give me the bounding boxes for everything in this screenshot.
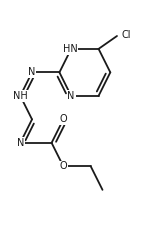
- Text: N: N: [67, 91, 75, 101]
- Text: HN: HN: [63, 44, 78, 54]
- Text: Cl: Cl: [121, 30, 131, 40]
- Text: NH: NH: [13, 91, 28, 101]
- Text: O: O: [60, 114, 67, 124]
- Text: N: N: [28, 67, 36, 77]
- Text: O: O: [60, 161, 67, 171]
- Text: N: N: [17, 138, 24, 148]
